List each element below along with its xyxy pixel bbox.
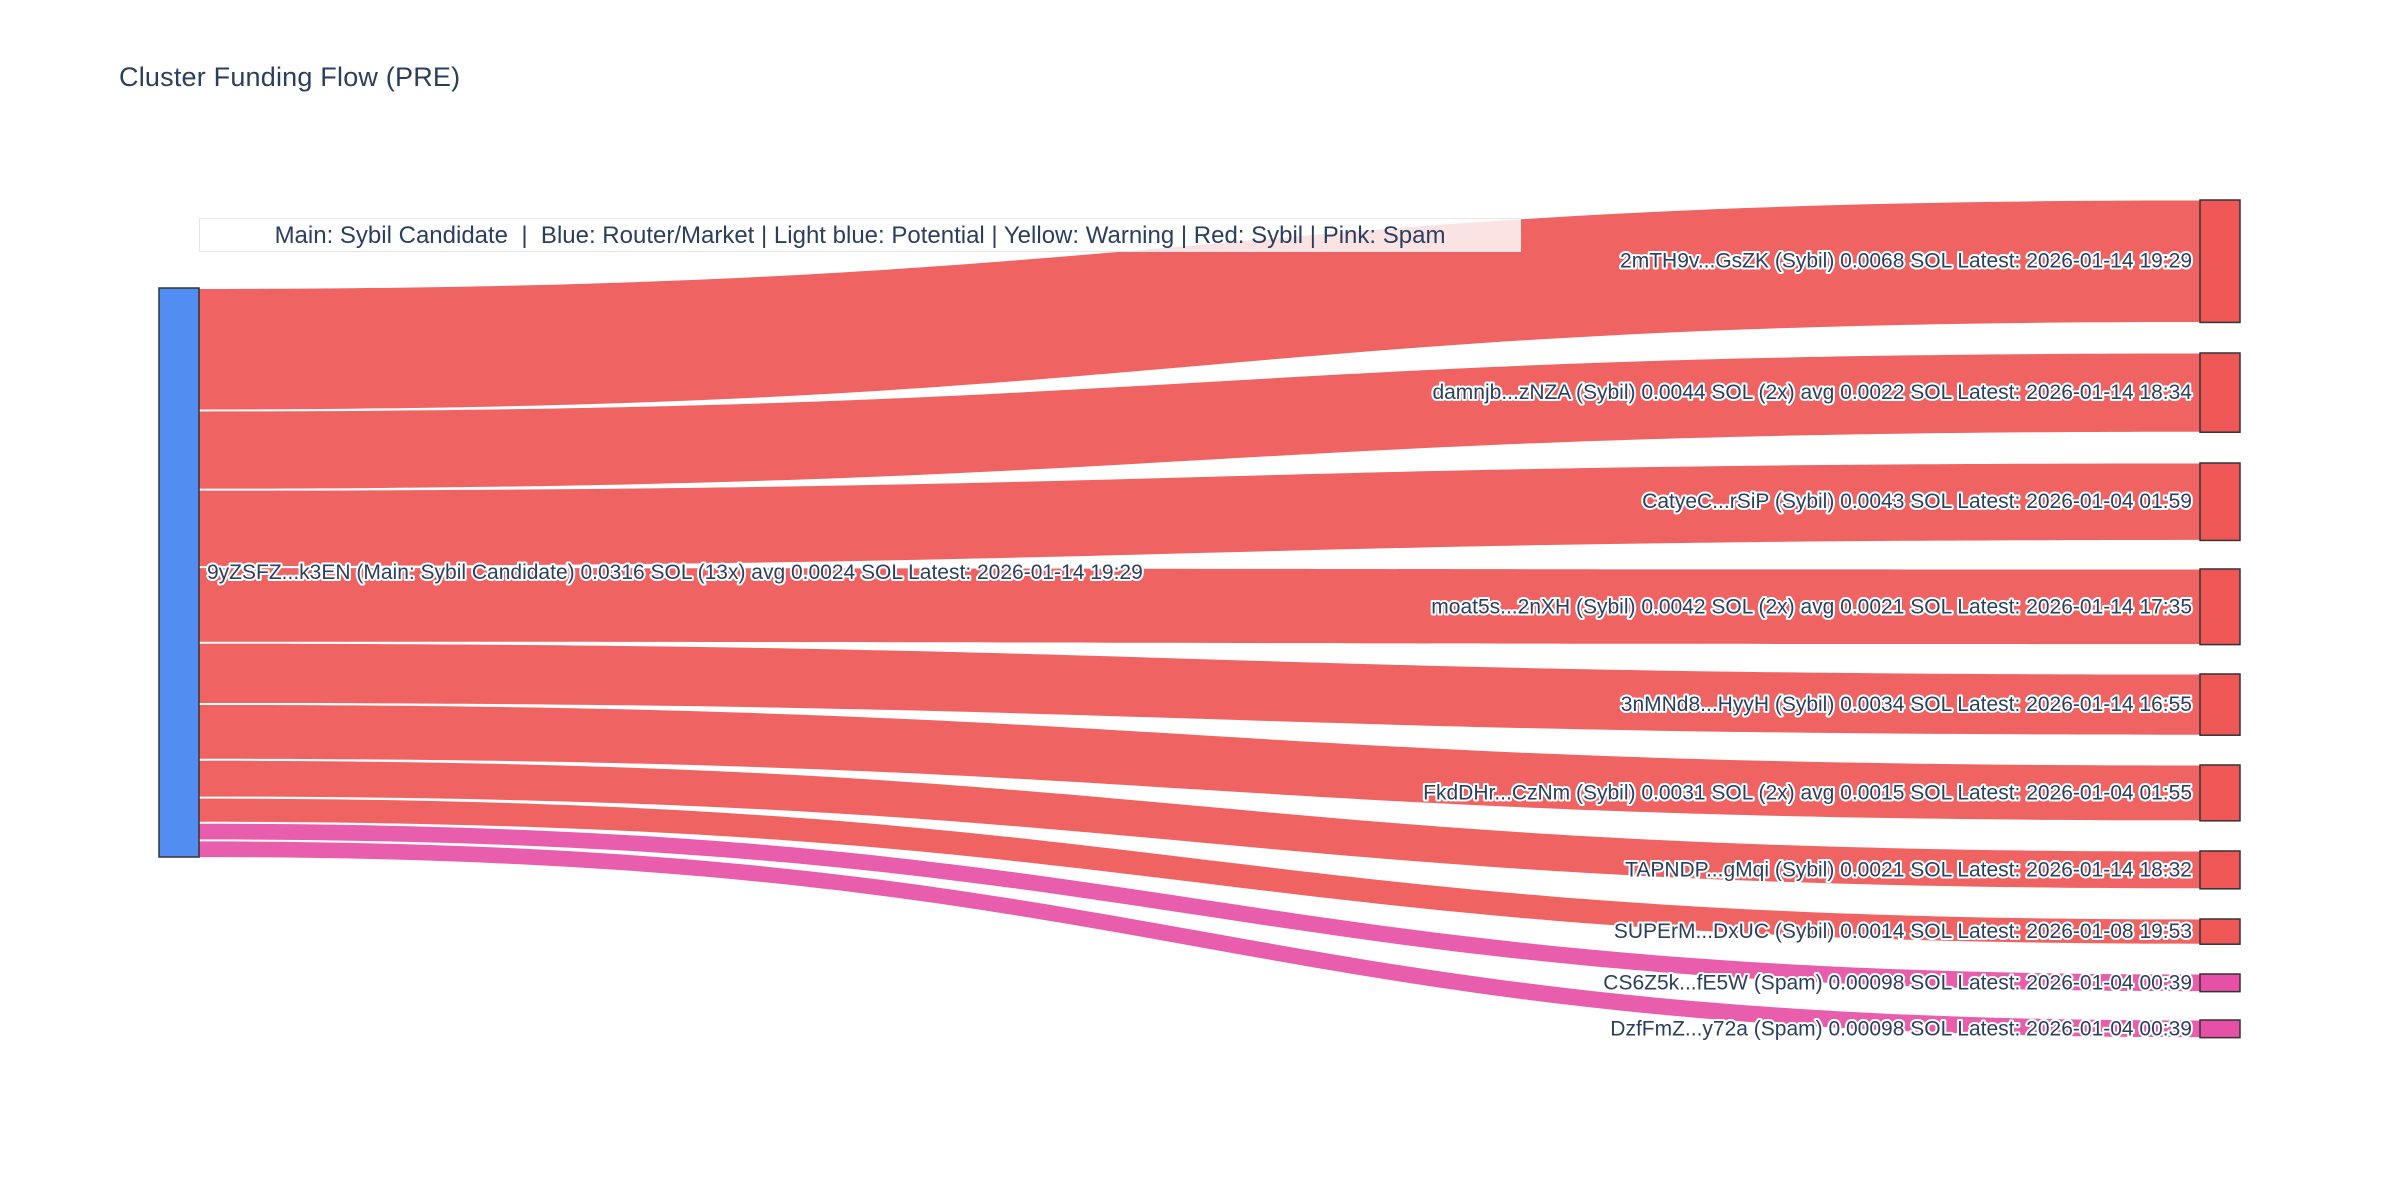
sankey-link-DzfFmZ...y72a[interactable] — [199, 841, 2200, 1038]
sankey-node-moat5s...2nXH[interactable] — [2199, 568, 2241, 646]
sankey-link-SUPErM...DxUC[interactable] — [199, 798, 2200, 944]
chart-title: Cluster Funding Flow (PRE) — [119, 62, 461, 92]
target-node-label-FkdDHr...CzNm: FkdDHr...CzNm (Sybil) 0.0031 SOL (2x) av… — [1423, 781, 2192, 804]
sankey-node-3nMNd8...HyyH[interactable] — [2199, 673, 2241, 736]
target-node-label-SUPErM...DxUC: SUPErM...DxUC (Sybil) 0.0014 SOL Latest:… — [1614, 920, 2192, 943]
sankey-node-TAPNDP...gMqi[interactable] — [2199, 850, 2241, 890]
sankey-link-moat5s...2nXH[interactable] — [199, 568, 2200, 645]
sankey-node-damnjb...zNZA[interactable] — [2199, 352, 2241, 433]
sankey-link-damnjb...zNZA[interactable] — [199, 353, 2200, 489]
sankey-nodes — [158, 199, 2241, 1039]
sankey-node-SUPErM...DxUC[interactable] — [2199, 918, 2241, 945]
sankey-link-TAPNDP...gMqi[interactable] — [199, 760, 2200, 889]
sankey-node-2mTH9v...GsZK[interactable] — [2199, 199, 2241, 324]
sankey-link-2mTH9v...GsZK[interactable] — [199, 200, 2200, 410]
target-node-label-CatyeC...rSiP: CatyeC...rSiP (Sybil) 0.0043 SOL Latest:… — [1642, 490, 2192, 513]
sankey-link-CS6Z5k...fE5W[interactable] — [199, 823, 2200, 992]
target-node-label-2mTH9v...GsZK: 2mTH9v...GsZK (Sybil) 0.0068 SOL Latest:… — [1620, 250, 2192, 273]
sankey-link-FkdDHr...CzNm[interactable] — [199, 704, 2200, 821]
sankey-link-3nMNd8...HyyH[interactable] — [199, 643, 2200, 735]
target-node-label-CS6Z5k...fE5W: CS6Z5k...fE5W (Spam) 0.00098 SOL Latest:… — [1603, 971, 2192, 994]
sankey-node-CS6Z5k...fE5W[interactable] — [2199, 973, 2241, 993]
sankey-node-source[interactable] — [158, 287, 200, 858]
target-node-label-TAPNDP...gMqi: TAPNDP...gMqi (Sybil) 0.0021 SOL Latest:… — [1625, 858, 2192, 881]
sankey-node-FkdDHr...CzNm[interactable] — [2199, 764, 2241, 822]
target-node-label-damnjb...zNZA: damnjb...zNZA (Sybil) 0.0044 SOL (2x) av… — [1432, 381, 2192, 404]
target-node-label-moat5s...2nXH: moat5s...2nXH (Sybil) 0.0042 SOL (2x) av… — [1431, 595, 2192, 618]
target-node-label-DzfFmZ...y72a: DzfFmZ...y72a (Spam) 0.00098 SOL Latest:… — [1610, 1017, 2192, 1040]
sankey-links — [199, 200, 2200, 1038]
sankey-node-DzfFmZ...y72a[interactable] — [2199, 1019, 2241, 1039]
source-node-label: 9yZSFZ...k3EN (Main: Sybil Candidate) 0.… — [207, 561, 1143, 584]
sankey-link-CatyeC...rSiP[interactable] — [199, 463, 2200, 567]
sankey-node-CatyeC...rSiP[interactable] — [2199, 462, 2241, 542]
sankey-node-labels: 9yZSFZ...k3EN (Main: Sybil Candidate) 0.… — [205, 248, 2194, 1043]
target-node-label-3nMNd8...HyyH: 3nMNd8...HyyH (Sybil) 0.0034 SOL Latest:… — [1621, 693, 2192, 716]
legend-annotation: Main: Sybil Candidate | Blue: Router/Mar… — [199, 218, 1521, 252]
